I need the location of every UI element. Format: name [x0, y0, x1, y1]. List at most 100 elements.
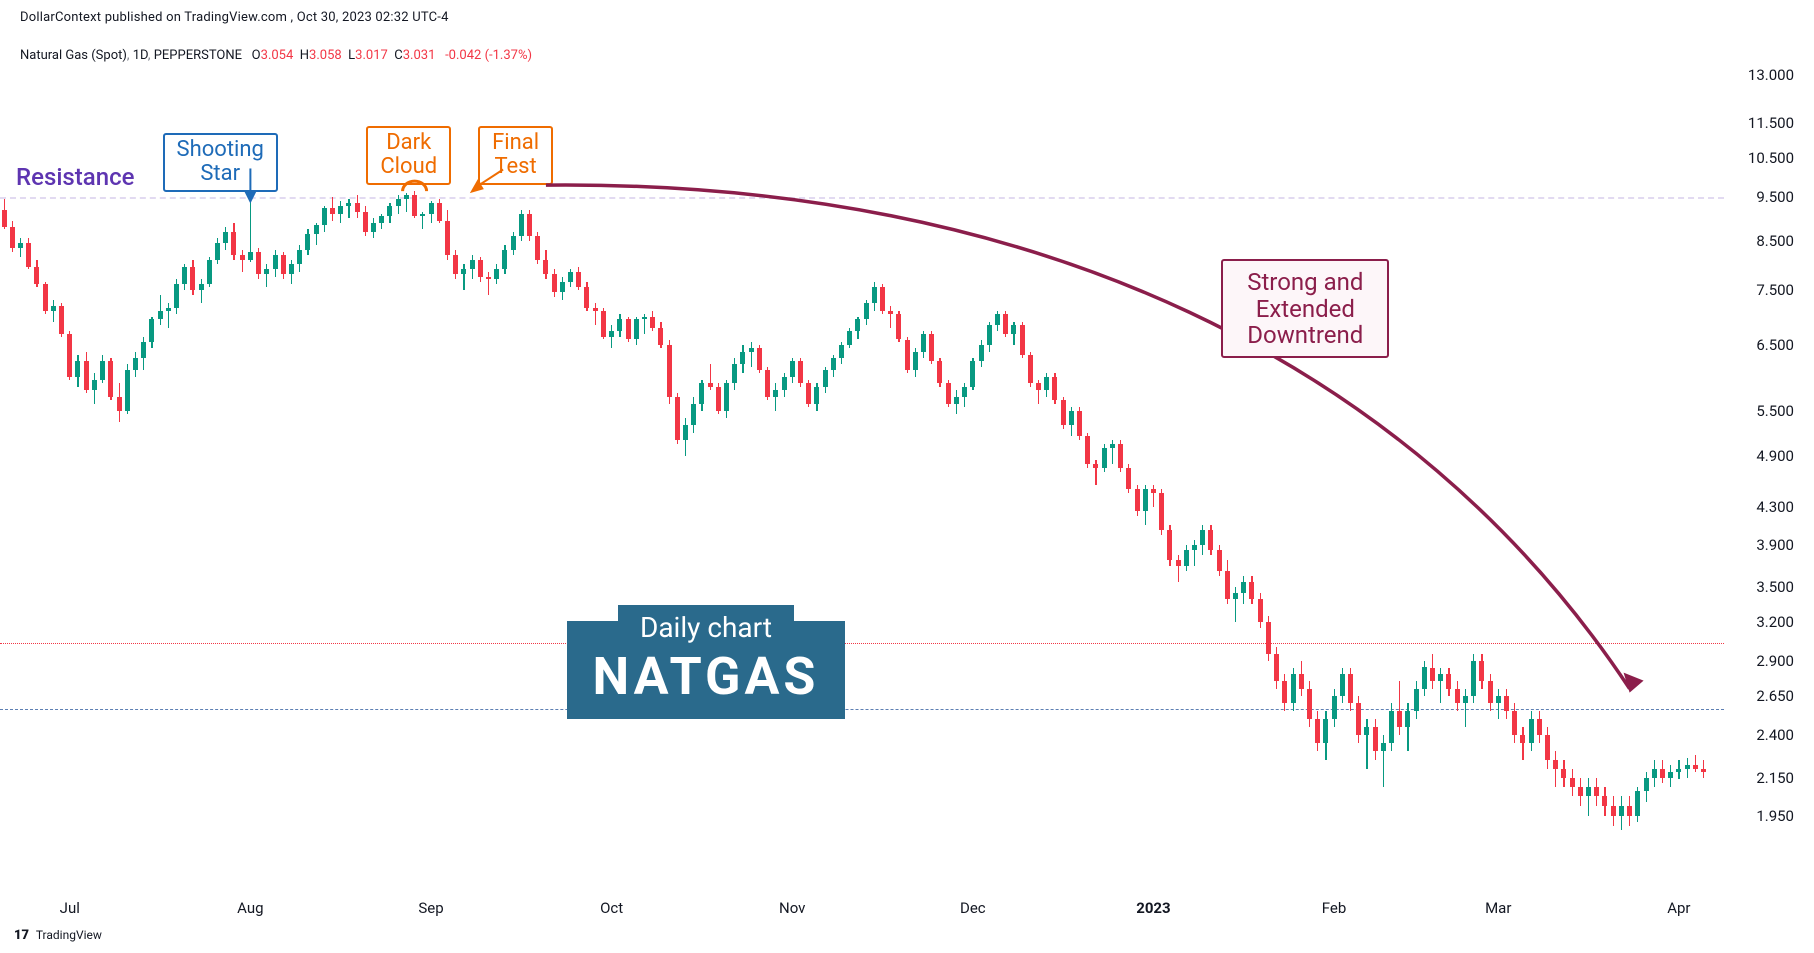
candle: [470, 255, 475, 280]
candle: [158, 295, 163, 325]
candle: [765, 367, 770, 400]
candle: [1381, 735, 1386, 787]
candle: [1685, 758, 1690, 777]
chart-root: DollarContext published on TradingView.c…: [0, 0, 1814, 953]
candle: [355, 195, 360, 218]
candle: [1323, 711, 1328, 760]
candle: [1701, 760, 1706, 778]
candle: [847, 328, 852, 349]
candle: [699, 380, 704, 411]
candle: [535, 232, 540, 265]
candle: [667, 340, 672, 404]
candle: [839, 342, 844, 363]
candle: [117, 383, 122, 421]
y-tick-label: 10.500: [1748, 149, 1794, 167]
candle: [1676, 760, 1681, 780]
publisher-name: DollarContext: [20, 10, 101, 25]
candle: [831, 355, 836, 377]
candle: [199, 279, 204, 303]
last-price-line: [0, 643, 1724, 644]
resistance-line: [0, 197, 1724, 199]
y-tick-label: 2.400: [1756, 726, 1794, 744]
x-tick-label: Aug: [237, 899, 263, 917]
candle: [642, 314, 647, 334]
candle: [231, 223, 236, 260]
publish-attribution: DollarContext published on TradingView.c…: [20, 10, 449, 25]
candle: [1529, 711, 1534, 751]
candle: [59, 303, 64, 337]
candle: [1282, 674, 1287, 711]
candle: [281, 252, 286, 279]
candle: [1241, 576, 1246, 604]
candle: [371, 218, 376, 238]
y-tick-label: 2.900: [1756, 652, 1794, 670]
candle: [905, 337, 910, 374]
candle: [166, 303, 171, 328]
candle: [626, 317, 631, 343]
candle: [1537, 711, 1542, 743]
candle: [1446, 668, 1451, 696]
candle: [1627, 796, 1632, 826]
candle: [1266, 616, 1271, 661]
candle: [314, 223, 319, 246]
candle: [946, 380, 951, 407]
y-tick-label: 2.150: [1756, 769, 1794, 787]
candle: [1118, 440, 1123, 472]
candle: [543, 250, 548, 279]
candle: [1545, 727, 1550, 769]
candle: [806, 380, 811, 407]
y-tick-label: 2.650: [1756, 687, 1794, 705]
candle: [1274, 647, 1279, 688]
candle: [379, 214, 384, 229]
candle: [182, 264, 187, 289]
candle: [1570, 769, 1575, 797]
candle: [141, 337, 146, 371]
candle: [519, 210, 524, 241]
candle: [782, 373, 787, 396]
candle: [995, 311, 1000, 331]
candle: [1249, 576, 1254, 604]
candle: [1438, 668, 1443, 704]
candle: [1397, 681, 1402, 734]
candle: [75, 355, 80, 387]
x-tick-label: Jul: [60, 899, 80, 917]
candle: [1652, 760, 1657, 787]
candle: [560, 277, 565, 300]
candle: [289, 260, 294, 285]
candle: [970, 358, 975, 390]
candle: [1340, 668, 1345, 704]
candle: [798, 358, 803, 387]
candle: [1003, 311, 1008, 337]
candle: [773, 383, 778, 410]
candle: [338, 201, 343, 222]
x-tick-label: 2023: [1136, 899, 1170, 917]
candle: [1110, 440, 1115, 464]
candle: [223, 227, 228, 250]
candle: [1373, 719, 1378, 760]
candle: [708, 364, 713, 390]
candle: [43, 282, 48, 314]
candle: [215, 238, 220, 264]
candle: [1020, 322, 1025, 358]
candle: [1561, 760, 1566, 787]
candle: [1611, 796, 1616, 826]
candle: [1332, 689, 1337, 727]
candle: [872, 282, 877, 311]
candle: [962, 383, 967, 407]
candle: [1414, 681, 1419, 718]
candle: [1602, 787, 1607, 816]
badge-subtitle: Daily chart: [618, 605, 794, 646]
candle: [1192, 540, 1197, 566]
candle: [445, 210, 450, 260]
x-tick-label: Apr: [1667, 899, 1690, 917]
candle: [527, 210, 532, 241]
candle: [502, 245, 507, 274]
candle: [864, 300, 869, 325]
candle: [1077, 407, 1082, 440]
candle: [1356, 696, 1361, 743]
candle: [478, 257, 483, 282]
candle: [814, 383, 819, 410]
x-tick-label: Feb: [1322, 899, 1347, 917]
candle: [1159, 489, 1164, 535]
candle: [683, 418, 688, 456]
